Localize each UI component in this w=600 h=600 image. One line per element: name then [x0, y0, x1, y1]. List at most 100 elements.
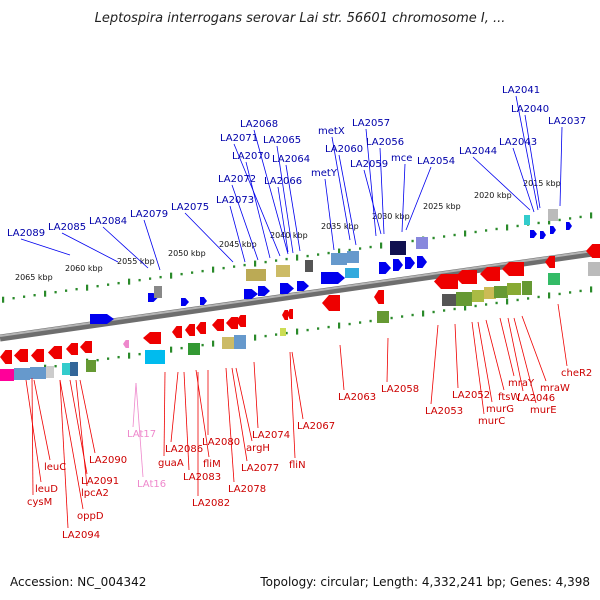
forward-gene-arrow — [181, 298, 189, 306]
leader-line-la2073 — [229, 205, 246, 263]
forward-gene-arrow — [417, 256, 427, 268]
label-la2046: LA2046 — [517, 393, 555, 404]
label-la2091: LA2091 — [81, 476, 119, 487]
reverse-gene-arrow — [172, 326, 182, 338]
label-la2063: LA2063 — [338, 392, 376, 403]
feature-block — [494, 286, 508, 298]
feature-block — [154, 286, 162, 298]
leader-line-metx — [331, 136, 351, 241]
kbp-label: 2065 kbp — [15, 273, 53, 282]
tick-mark-outer — [359, 247, 362, 250]
tick-mark-outer — [380, 242, 383, 249]
map-title: Leptospira interrogans serovar Lai str. … — [95, 11, 506, 26]
forward-gene-arrow — [405, 257, 415, 269]
tick-mark-outer — [65, 289, 68, 292]
label-la2059: LA2059 — [350, 159, 388, 170]
feature-block — [70, 362, 78, 376]
label-la2084: LA2084 — [89, 216, 127, 227]
kbp-label: 2030 kbp — [372, 212, 410, 221]
leader-line-mraw — [521, 315, 547, 382]
label-guaa: guaA — [158, 458, 184, 469]
forward-gene-arrow — [258, 286, 270, 296]
feature-block — [280, 328, 286, 336]
feature-block — [472, 290, 484, 302]
leader-line-guaa — [163, 371, 166, 457]
tick-mark-inner — [128, 352, 131, 359]
reverse-gene-arrow — [14, 349, 28, 362]
tick-mark-inner — [338, 322, 341, 329]
leader-line-lat17 — [132, 382, 137, 428]
leader-line-la2084 — [102, 226, 149, 269]
label-leuc: leuC — [44, 462, 66, 473]
tick-mark-outer — [191, 271, 194, 274]
tick-mark-outer — [54, 290, 57, 294]
reverse-gene-arrow — [212, 319, 224, 331]
tick-mark-outer — [212, 266, 215, 273]
label-la2043: LA2043 — [499, 137, 537, 148]
tick-mark-inner — [422, 310, 425, 317]
tick-mark-inner — [201, 343, 204, 347]
leader-line-la2063 — [339, 344, 345, 391]
tick-mark-inner — [453, 307, 456, 311]
tick-mark-outer — [338, 248, 341, 255]
kbp-label: 2025 kbp — [423, 202, 461, 211]
tick-mark-outer — [12, 297, 15, 300]
label-la2037: LA2037 — [548, 116, 586, 127]
label-la2058: LA2058 — [381, 384, 419, 395]
feature-block — [234, 335, 246, 349]
accession-text: Accession: NC_004342 — [10, 575, 146, 589]
label-la2041: LA2041 — [502, 85, 540, 96]
tick-mark-inner — [590, 286, 593, 293]
tick-mark-inner — [579, 289, 582, 293]
tick-mark-inner — [495, 301, 498, 305]
leader-line-mce — [401, 163, 406, 233]
label-la2074: LA2074 — [252, 430, 290, 441]
forward-gene-arrow — [321, 272, 345, 284]
leader-line-la2086 — [170, 371, 179, 443]
tick-mark-inner — [443, 309, 446, 312]
label-metx: metX — [318, 126, 345, 137]
leader-line-la2075 — [184, 212, 234, 263]
leader-line-mure — [513, 317, 537, 404]
leader-line-mray — [499, 317, 515, 377]
tick-mark-outer — [159, 275, 162, 279]
tick-mark-inner — [212, 340, 215, 347]
tick-mark-inner — [275, 333, 278, 336]
tick-mark-inner — [254, 334, 257, 341]
label-la2066: LA2066 — [264, 176, 302, 187]
tick-mark-inner — [317, 327, 320, 330]
label-la2068: LA2068 — [240, 119, 278, 130]
label-lpca2: lpcA2 — [81, 488, 109, 499]
leader-line-mety — [324, 178, 335, 251]
tick-mark-outer — [306, 254, 309, 258]
tick-mark-inner — [285, 331, 288, 335]
label-la2053: LA2053 — [425, 406, 463, 417]
leader-line-la2054 — [405, 166, 432, 231]
label-la2060: LA2060 — [325, 144, 363, 155]
feature-block — [524, 215, 530, 225]
forward-gene-arrow — [280, 283, 294, 294]
forward-gene-arrow — [393, 259, 403, 271]
tick-mark-outer — [222, 266, 225, 270]
tick-mark-outer — [569, 217, 572, 220]
feature-block — [62, 363, 70, 375]
tick-mark-inner — [306, 328, 309, 332]
tick-mark-outer — [464, 230, 467, 237]
label-la2090: LA2090 — [89, 455, 127, 466]
tick-mark-inner — [138, 352, 141, 356]
tick-mark-inner — [96, 358, 99, 362]
label-oppd: oppD — [77, 511, 104, 522]
feature-block — [484, 287, 496, 299]
leader-line-murg — [477, 321, 493, 403]
label-la2082: LA2082 — [192, 498, 230, 509]
topology-text: Topology: circular; Length: 4,332,241 bp… — [259, 575, 590, 589]
tick-mark-outer — [96, 284, 99, 288]
leader-line-la2046 — [507, 317, 524, 392]
gene-features — [0, 209, 600, 381]
label-la2056: LA2056 — [366, 137, 404, 148]
feature-block — [588, 262, 600, 276]
feature-block — [456, 292, 472, 306]
leader-line-la2037 — [559, 126, 563, 207]
